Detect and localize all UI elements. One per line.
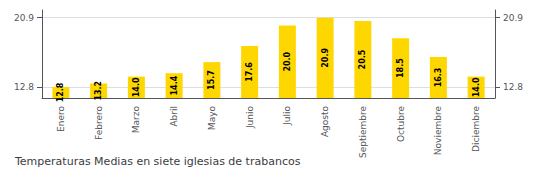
svg-text:12.8: 12.8: [14, 82, 34, 92]
svg-text:12.8: 12.8: [56, 82, 65, 102]
svg-text:15.7: 15.7: [207, 70, 216, 90]
svg-text:20.9: 20.9: [503, 13, 523, 23]
svg-text:Diciembre: Diciembre: [471, 106, 481, 152]
svg-text:Enero: Enero: [56, 106, 66, 132]
svg-text:12.8: 12.8: [503, 82, 523, 92]
svg-text:Junio: Junio: [245, 106, 255, 130]
svg-text:Octubre: Octubre: [396, 106, 406, 142]
svg-text:Mayo: Mayo: [207, 106, 217, 131]
svg-text:Temperaturas Medias en siete i: Temperaturas Medias en siete iglesias de…: [14, 155, 301, 168]
svg-text:Febrero: Febrero: [94, 106, 104, 140]
svg-text:14.0: 14.0: [132, 77, 141, 97]
svg-text:Agosto: Agosto: [320, 106, 330, 138]
svg-text:Noviembre: Noviembre: [433, 106, 443, 156]
svg-text:16.3: 16.3: [434, 68, 443, 88]
svg-text:20.9: 20.9: [14, 13, 34, 23]
svg-text:13.2: 13.2: [94, 81, 103, 101]
svg-text:Septiembre: Septiembre: [358, 106, 368, 159]
svg-text:Abril: Abril: [169, 106, 179, 127]
svg-text:20.9: 20.9: [321, 48, 330, 68]
svg-text:Marzo: Marzo: [131, 106, 141, 134]
svg-text:Julio: Julio: [282, 106, 292, 126]
svg-text:17.6: 17.6: [245, 62, 254, 82]
svg-text:20.0: 20.0: [283, 51, 292, 71]
svg-text:14.0: 14.0: [472, 77, 481, 97]
svg-text:14.4: 14.4: [170, 75, 179, 95]
svg-text:20.5: 20.5: [358, 49, 367, 69]
svg-text:18.5: 18.5: [396, 58, 405, 78]
